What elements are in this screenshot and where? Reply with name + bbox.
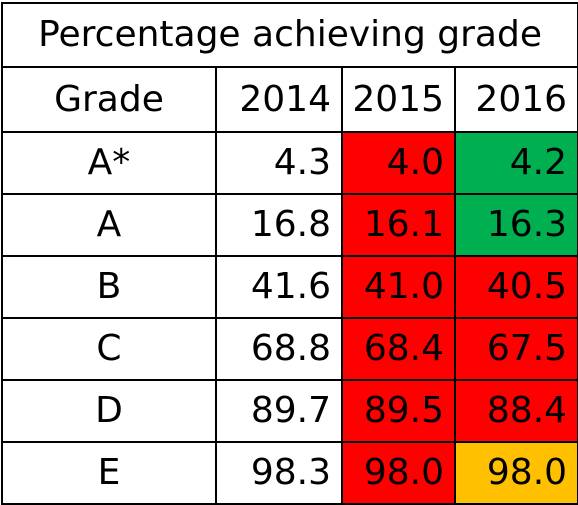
value-2014-cell[interactable]: 98.3 bbox=[215, 441, 343, 505]
value-2015-cell[interactable]: 4.0 bbox=[341, 131, 456, 195]
value-2016-cell[interactable]: 16.3 bbox=[453, 193, 578, 257]
table-row: B 41.6 41.0 40.5 bbox=[1, 255, 578, 319]
grade-cell[interactable]: E bbox=[1, 441, 217, 505]
table-row: A 16.8 16.1 16.3 bbox=[1, 193, 578, 257]
value-2014-cell[interactable]: 68.8 bbox=[215, 317, 343, 381]
grade-cell[interactable]: D bbox=[1, 379, 217, 443]
value-2014-cell[interactable]: 4.3 bbox=[215, 131, 343, 195]
value-2014-cell[interactable]: 41.6 bbox=[215, 255, 343, 319]
header-grade[interactable]: Grade bbox=[1, 66, 217, 133]
value-2016-cell[interactable]: 40.5 bbox=[453, 255, 578, 319]
value-2016-cell[interactable]: 67.5 bbox=[453, 317, 578, 381]
value-2015-cell[interactable]: 89.5 bbox=[341, 379, 456, 443]
value-2015-cell[interactable]: 98.0 bbox=[341, 441, 456, 505]
table-row: C 68.8 68.4 67.5 bbox=[1, 317, 578, 381]
value-2015-cell[interactable]: 68.4 bbox=[341, 317, 456, 381]
table-row: A* 4.3 4.0 4.2 bbox=[1, 131, 578, 195]
header-2014[interactable]: 2014 bbox=[215, 66, 343, 133]
grade-cell[interactable]: A* bbox=[1, 131, 217, 195]
value-2014-cell[interactable]: 89.7 bbox=[215, 379, 343, 443]
table-title[interactable]: Percentage achieving grade bbox=[0, 2, 578, 68]
table-row: D 89.7 89.5 88.4 bbox=[1, 379, 578, 443]
value-2016-cell[interactable]: 4.2 bbox=[453, 131, 578, 195]
value-2014-cell[interactable]: 16.8 bbox=[215, 193, 343, 257]
header-2015[interactable]: 2015 bbox=[341, 66, 456, 133]
header-2016[interactable]: 2016 bbox=[453, 66, 578, 133]
value-2015-cell[interactable]: 41.0 bbox=[341, 255, 456, 319]
grade-cell[interactable]: B bbox=[1, 255, 217, 319]
value-2015-cell[interactable]: 16.1 bbox=[341, 193, 456, 257]
grade-cell[interactable]: A bbox=[1, 193, 217, 257]
value-2016-cell[interactable]: 98.0 bbox=[453, 441, 578, 505]
value-2016-cell[interactable]: 88.4 bbox=[453, 379, 578, 443]
header-row: Grade 2014 2015 2016 bbox=[1, 66, 578, 133]
grade-cell[interactable]: C bbox=[1, 317, 217, 381]
table-row: E 98.3 98.0 98.0 bbox=[1, 441, 578, 505]
